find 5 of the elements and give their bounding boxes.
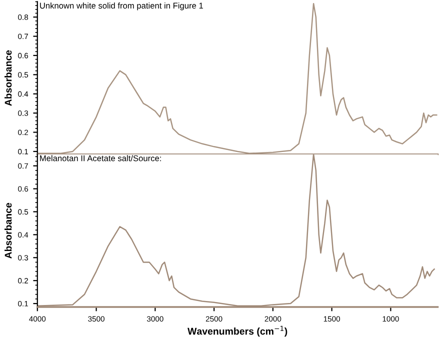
chart-title: Unknown white solid from patient in Figure 1 [40, 2, 203, 10]
chart-title: Melanotan II Acetate salt/Source: [40, 155, 161, 162]
y-axis-title: Absorbance [4, 202, 12, 259]
x-axis-title: Wavenumbers (cm$^{−1}$) [188, 326, 288, 337]
y-axis-title: Absorbance [4, 50, 12, 106]
